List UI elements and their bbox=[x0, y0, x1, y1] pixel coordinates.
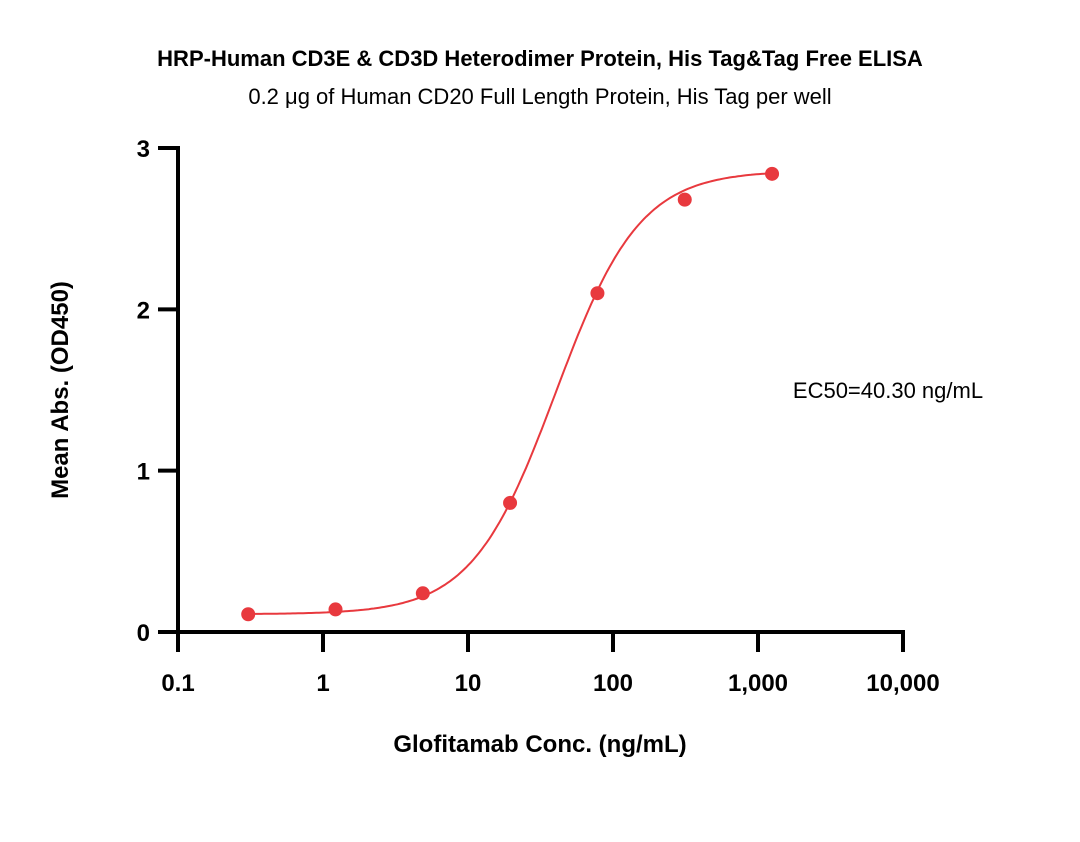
y-tick-label: 0 bbox=[137, 620, 150, 647]
data-point bbox=[765, 166, 780, 181]
y-tick-label: 3 bbox=[137, 136, 150, 163]
y-tick-label: 2 bbox=[137, 297, 150, 324]
data-point bbox=[677, 192, 692, 207]
chart-subtitle: 0.2 μg of Human CD20 Full Length Protein… bbox=[248, 84, 831, 109]
x-tick-label: 1 bbox=[316, 670, 329, 697]
data-point bbox=[328, 602, 343, 617]
x-tick-label: 10,000 bbox=[866, 670, 939, 697]
y-tick-label: 1 bbox=[137, 459, 150, 486]
data-point bbox=[241, 607, 256, 622]
x-tick-label: 100 bbox=[593, 670, 633, 697]
data-point bbox=[503, 495, 518, 510]
chart-title: HRP-Human CD3E & CD3D Heterodimer Protei… bbox=[157, 46, 923, 71]
x-tick-label: 0.1 bbox=[161, 670, 194, 697]
fit-curve bbox=[248, 172, 773, 615]
data-point bbox=[415, 586, 430, 601]
ec50-annotation: EC50=40.30 ng/mL bbox=[793, 378, 983, 403]
x-tick-label: 1,000 bbox=[728, 670, 788, 697]
data-point bbox=[590, 286, 605, 301]
x-tick-label: 10 bbox=[455, 670, 482, 697]
y-axis-label: Mean Abs. (OD450) bbox=[47, 281, 74, 499]
x-axis-label: Glofitamab Conc. (ng/mL) bbox=[393, 731, 686, 758]
